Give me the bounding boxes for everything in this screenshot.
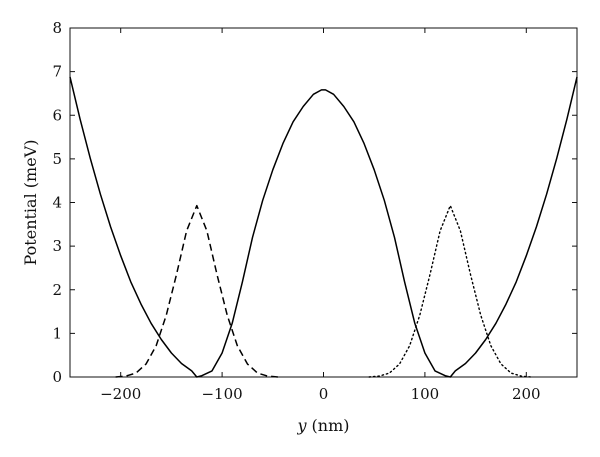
y-tick-label: 2: [52, 281, 62, 299]
plot-frame: [69, 27, 578, 378]
x-axis-unit: (nm): [312, 416, 350, 435]
x-tick-label: 0: [319, 385, 329, 403]
axis-tick-labels: −200 −100 0 100 200 0 1 2 3 4 5 6 7 8: [52, 19, 540, 403]
series-line-dashed: [115, 204, 278, 378]
x-tick-label: 200: [512, 385, 541, 403]
x-tick-label: 100: [411, 385, 440, 403]
y-tick-label: 0: [52, 368, 62, 386]
y-tick-label: 5: [52, 150, 62, 168]
y-tick-label: 8: [52, 19, 62, 37]
y-tick-label: 6: [52, 106, 62, 124]
x-axis-title: y (nm): [296, 416, 349, 435]
y-tick-label: 7: [52, 63, 62, 81]
y-tick-label: 3: [52, 237, 62, 255]
y-axis-title: Potential (meV): [21, 140, 40, 266]
series-line-solid: [69, 76, 578, 378]
y-tick-label: 4: [52, 194, 62, 212]
axis-ticks: [70, 27, 577, 378]
y-tick-label: 1: [52, 324, 62, 342]
x-tick-label: −100: [201, 385, 242, 403]
x-tick-label: −200: [100, 385, 141, 403]
series-layer: [69, 76, 578, 378]
x-axis-variable: y: [296, 416, 307, 435]
